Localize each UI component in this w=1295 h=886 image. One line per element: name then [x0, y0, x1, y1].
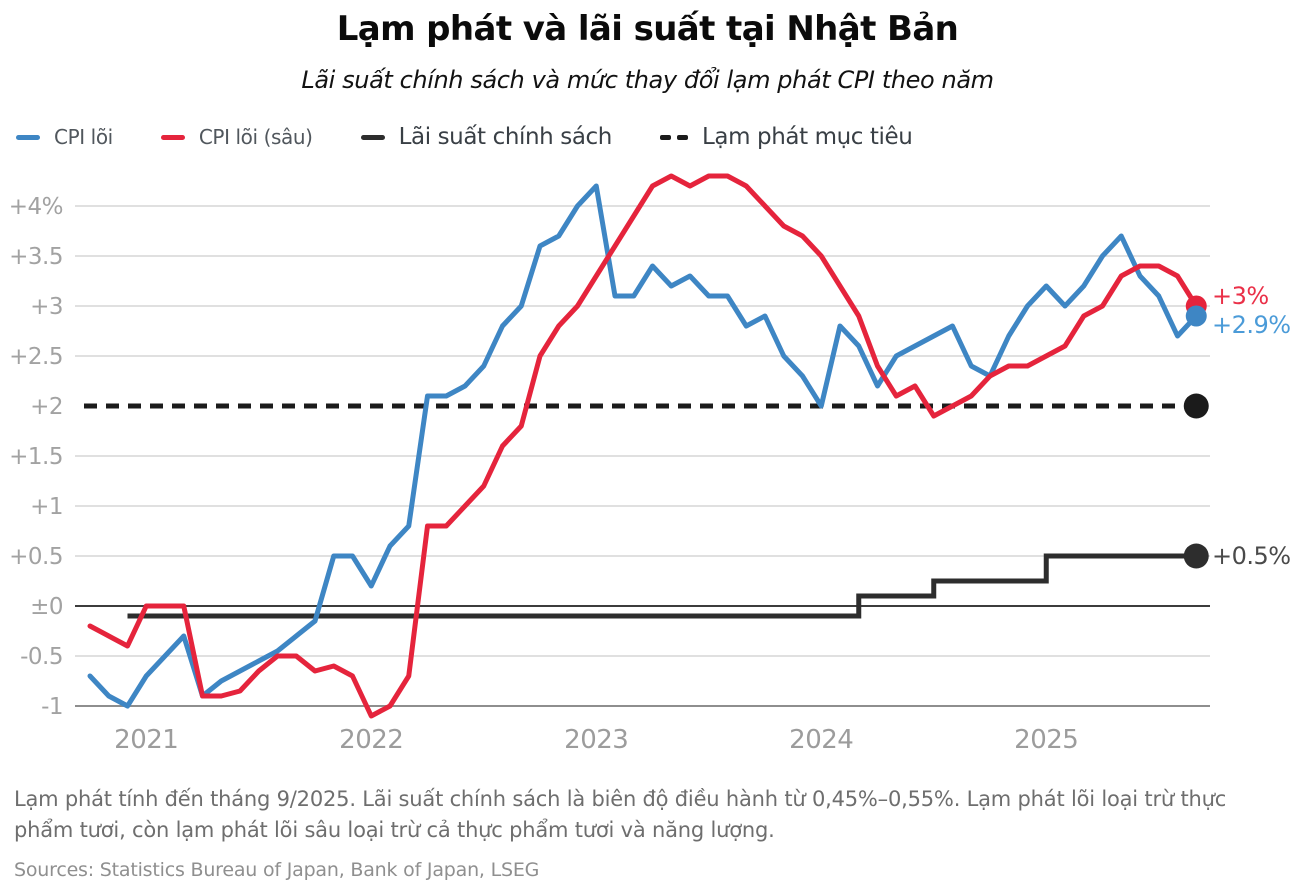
page-title: Lạm phát và lãi suất tại Nhật Bản	[336, 9, 959, 49]
line-swatch-icon	[360, 134, 385, 140]
dashed-line-swatch-icon	[659, 134, 688, 140]
legend-item: CPI lõi	[16, 125, 113, 149]
legend-label: Lạm phát mục tiêu	[701, 124, 913, 150]
y-axis-tick-label: +1.5	[9, 444, 63, 470]
legend-item: CPI lõi (sâu)	[160, 125, 313, 149]
legend-label: CPI lõi	[54, 125, 113, 149]
y-axis-tick-label: -0.5	[20, 644, 63, 670]
line-swatch-icon	[16, 134, 40, 140]
x-axis-tick-label: 2025	[1014, 725, 1078, 755]
chart-subtitle: Lãi suất chính sách và mức thay đổi lạm …	[301, 66, 994, 94]
y-axis-tick-label: +3	[30, 294, 63, 320]
policy-end-label: +0.5%	[1212, 542, 1291, 570]
x-axis-tick-label: 2023	[564, 725, 628, 755]
line-swatch-icon	[160, 134, 185, 140]
policy-end-dot	[1183, 543, 1209, 569]
legend-item: Lãi suất chính sách	[360, 124, 613, 150]
x-axis-tick-label: 2024	[789, 725, 853, 755]
y-axis-tick-label: +2	[30, 394, 63, 420]
series-line-cpi-core-core	[87, 173, 1199, 719]
legend-label: CPI lõi (sâu)	[198, 125, 313, 149]
series-line-cpi-core	[87, 183, 1199, 709]
policy-rate-line	[127, 553, 1197, 619]
y-axis-tick-label: +3.5	[9, 244, 63, 270]
sources-line: Sources: Statistics Bureau of Japan, Ban…	[14, 859, 540, 881]
x-axis-tick-label: 2021	[114, 725, 178, 755]
x-axis-tick-label: 2022	[339, 725, 403, 755]
legend: CPI lõi CPI lõi (sâu) Lãi suất chính sách L…	[16, 120, 960, 154]
series-end-label-cpi-core: +2.9%	[1212, 311, 1291, 339]
series-end-dot-cpi-core	[1185, 305, 1207, 327]
y-axis-tick-label: -1	[41, 694, 63, 720]
y-axis-tick-label: ±0	[30, 594, 63, 620]
series-end-label-cpi-core-core: +3%	[1212, 282, 1269, 310]
y-axis-tick-label: +2.5	[9, 344, 63, 370]
y-axis-tick-label: +1	[30, 494, 63, 520]
y-axis-tick-label: +0.5	[9, 544, 63, 570]
legend-item: Lạm phát mục tiêu	[659, 124, 913, 150]
legend-label: Lãi suất chính sách	[398, 124, 613, 150]
y-axis-tick-label: +4%	[9, 194, 63, 220]
target-end-dot	[1183, 393, 1209, 419]
footnote: Lạm phát tính đến tháng 9/2025. Lãi suất…	[14, 787, 1227, 842]
